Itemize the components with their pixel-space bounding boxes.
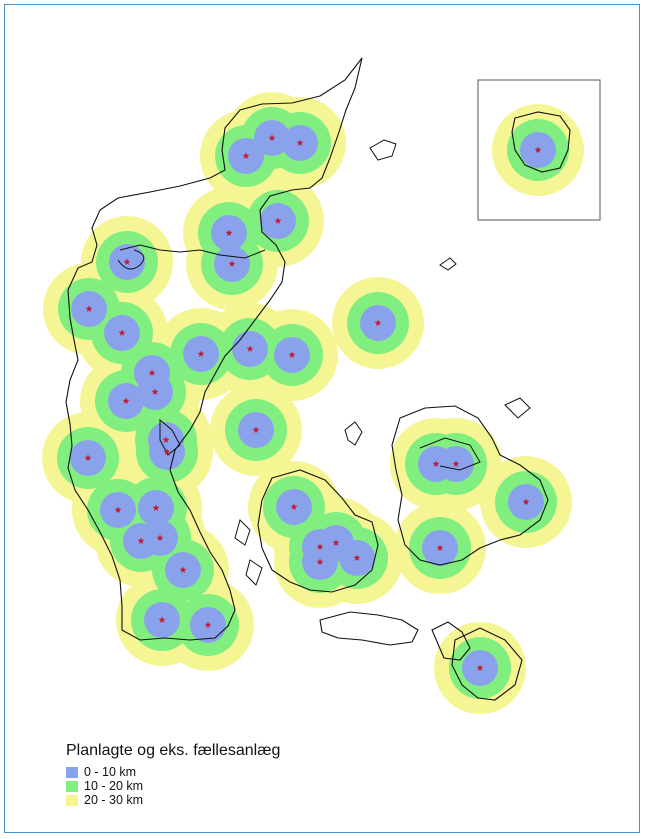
facility-star-icon [268,134,276,141]
facility-star-icon [137,537,145,544]
legend-swatch-blue [66,766,78,778]
facility-star-icon [152,504,160,511]
facility-star-icon [158,616,166,623]
facility-star-icon [374,319,382,326]
facility-markers [84,134,542,671]
facility-star-icon [151,388,159,395]
legend-label: 10 - 20 km [84,779,144,793]
facility-star-icon [197,350,205,357]
facility-star-icon [296,139,304,146]
legend: Planlagte og eks. fællesanlæg 0 - 10 km … [66,742,280,807]
facility-star-icon [316,543,324,550]
facility-star-icon [252,426,260,433]
facility-star-icon [476,664,484,671]
facility-star-icon [534,146,542,153]
facility-star-icon [122,397,130,404]
facility-star-icon [246,345,254,352]
facility-star-icon [316,558,324,565]
legend-swatch-green [66,780,78,792]
facility-star-icon [353,554,361,561]
facility-star-icon [242,152,250,159]
legend-label: 0 - 10 km [84,765,137,779]
facility-star-icon [84,454,92,461]
facility-star-icon [162,436,170,443]
facility-star-icon [274,217,282,224]
facility-star-icon [156,534,164,541]
facility-star-icon [225,229,233,236]
legend-label: 20 - 30 km [84,793,144,807]
facility-star-icon [204,621,212,628]
facility-star-icon [332,539,340,546]
facility-star-icon [85,305,93,312]
facility-star-icon [432,460,440,467]
facility-star-icon [452,460,460,467]
facility-star-icon [118,329,126,336]
facility-star-icon [123,258,131,265]
coastline [65,57,571,701]
facility-star-icon [163,448,171,455]
facility-star-icon [522,498,530,505]
legend-item-10-20: 10 - 20 km [66,779,280,793]
legend-title: Planlagte og eks. fællesanlæg [66,742,281,759]
legend-swatch-yellow [66,794,78,806]
facility-star-icon [228,260,236,267]
facility-star-icon [436,544,444,551]
facility-star-icon [288,351,296,358]
legend-item-0-10: 0 - 10 km [66,765,280,779]
facility-star-icon [114,506,122,513]
facility-star-icon [290,503,298,510]
facility-star-icon [179,566,187,573]
facility-star-icon [148,369,156,376]
legend-item-20-30: 20 - 30 km [66,793,280,807]
